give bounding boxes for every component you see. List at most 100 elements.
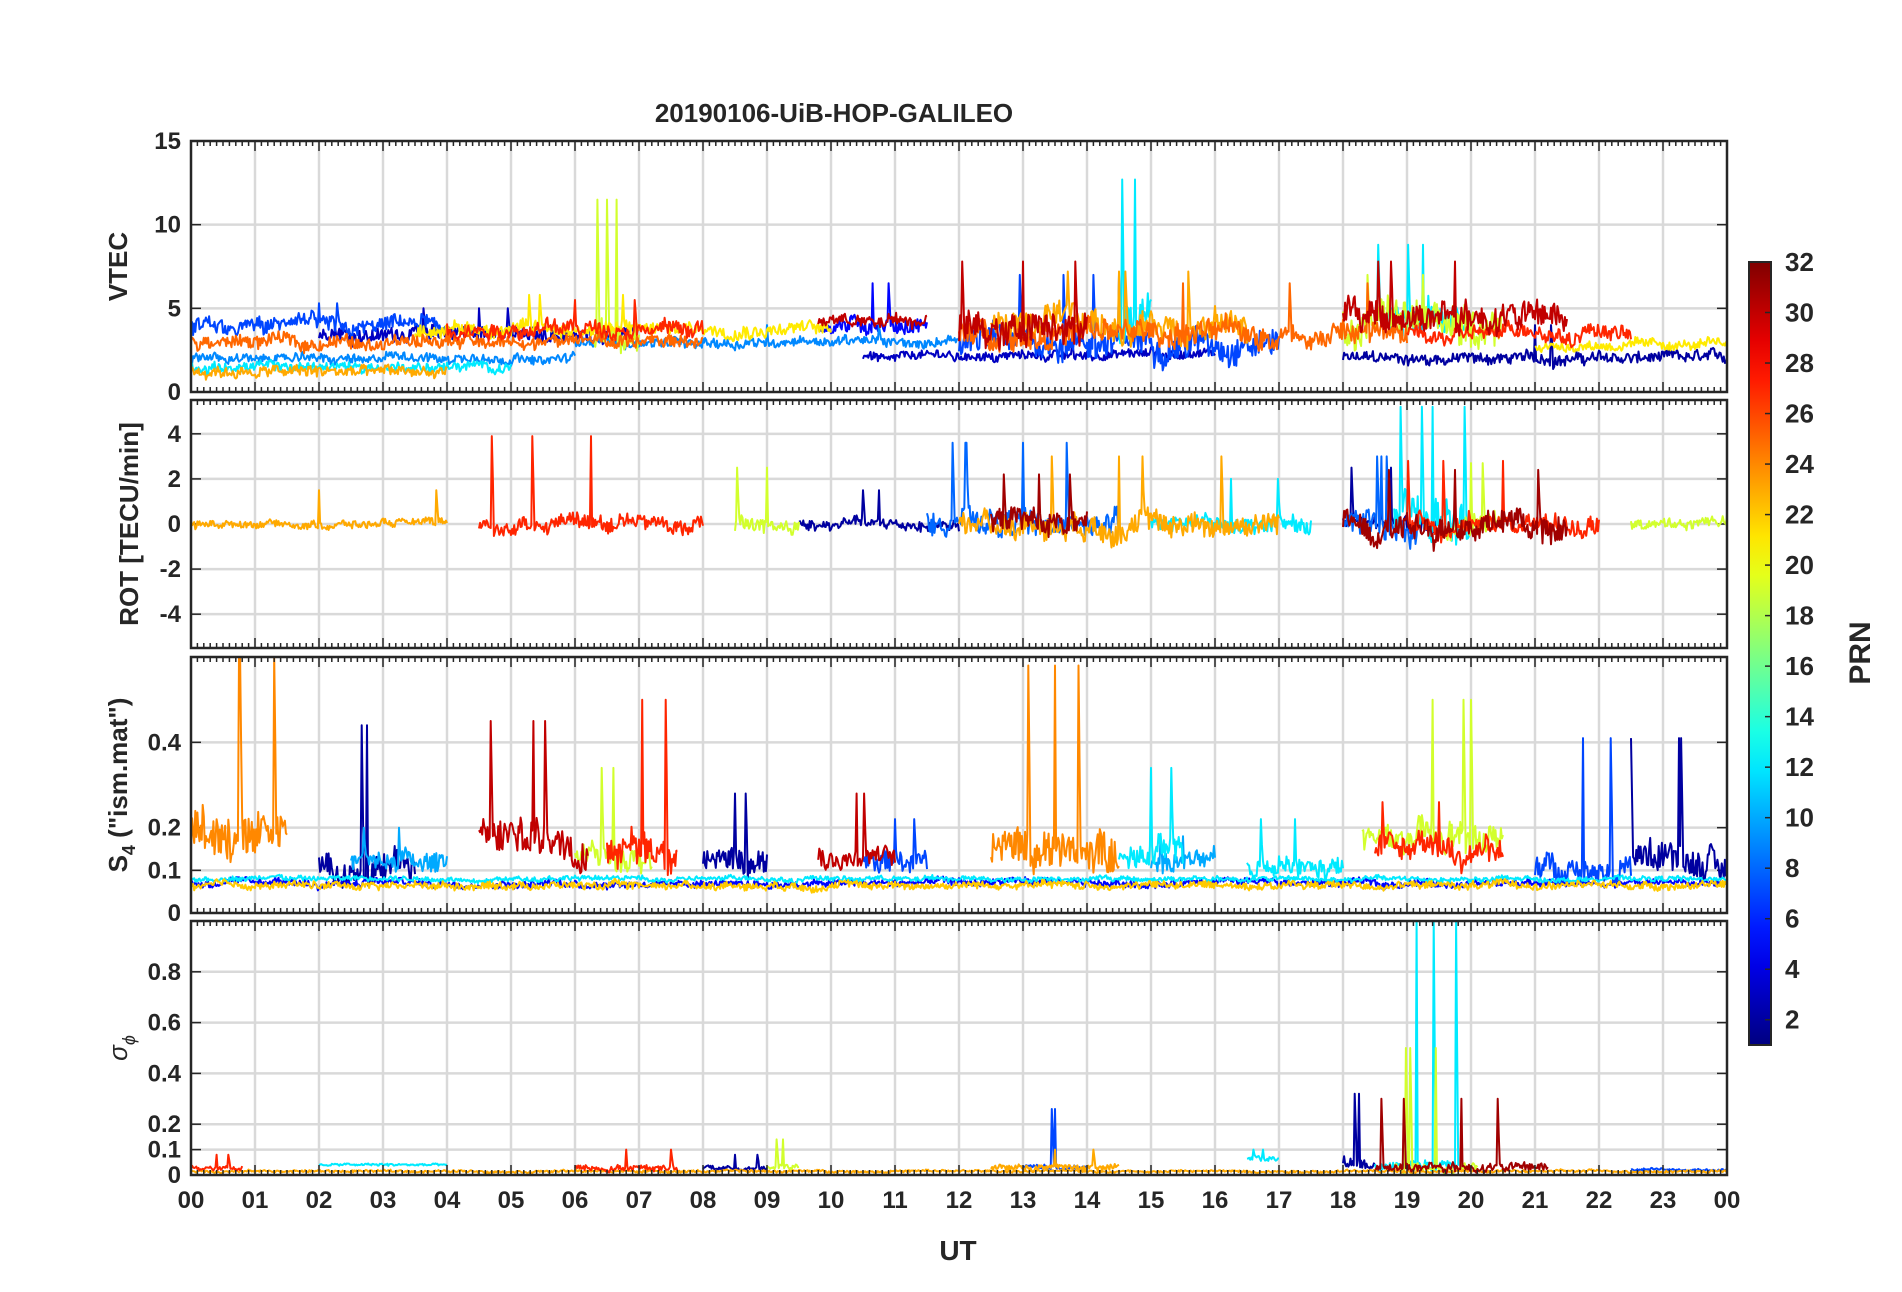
series-line-prn-31 <box>1374 1097 1549 1175</box>
colorbar-tick-label: 14 <box>1785 702 1814 732</box>
x-tick-label: 06 <box>562 1187 589 1214</box>
series-line-prn-10 <box>350 826 448 873</box>
axes-frame <box>189 398 1729 650</box>
y-tick-label: 10 <box>154 212 181 239</box>
x-tick-label: 04 <box>434 1187 461 1214</box>
x-tick-label: 01 <box>242 1187 269 1214</box>
y-axis-label: S4 ("ism.mat") <box>103 698 139 873</box>
colorbar-tick-label: 4 <box>1785 954 1800 984</box>
colorbar-tick-label: 26 <box>1785 399 1814 429</box>
series-line-prn-23 <box>990 270 1248 351</box>
x-tick-label: 16 <box>1202 1187 1229 1214</box>
y-axis-label: ROT [TECU/min] <box>114 422 144 626</box>
series-line-prn-2 <box>702 1153 768 1173</box>
y-axis-label-subscript: 4 <box>119 845 139 855</box>
x-tick-label: 19 <box>1394 1187 1421 1214</box>
x-tick-label: 10 <box>818 1187 845 1214</box>
x-tick-label: 03 <box>370 1187 397 1214</box>
series-line-prn-27 <box>478 435 704 537</box>
series-line-prn-2 <box>1630 737 1728 882</box>
x-tick-label: 13 <box>1010 1187 1037 1214</box>
x-tick-label: 23 <box>1650 1187 1677 1214</box>
colorbar-tick-label: 6 <box>1785 904 1799 934</box>
x-tick-label: 05 <box>498 1187 525 1214</box>
x-tick-label: 11 <box>882 1187 907 1214</box>
x-tick-label: 08 <box>690 1187 717 1214</box>
colorbar-tick-label: 20 <box>1785 550 1814 580</box>
series-line-prn-9 <box>574 324 960 352</box>
y-tick-label: 0 <box>168 379 181 406</box>
y-axis-label: VTEC <box>103 232 133 302</box>
series-line-prn-25 <box>958 282 1408 353</box>
y-tick-label: 0.4 <box>148 1060 182 1087</box>
panel-VTEC: 0 5 10 15 VTEC <box>103 128 1729 406</box>
series-line-prn-19 <box>766 1138 800 1172</box>
series-line-prn-31 <box>1342 468 1568 552</box>
y-tick-label: 0.4 <box>148 729 182 756</box>
y-tick-label: -4 <box>160 601 182 628</box>
x-tick-label: 07 <box>626 1187 653 1214</box>
colorbar-tick-label: 24 <box>1785 449 1814 479</box>
x-axis: 00 01 02 03 04 05 06 07 08 09 10 11 12 13 14 15 16 17 18 19… <box>178 1187 1741 1214</box>
y-tick-label: 2 <box>168 466 181 493</box>
series-line-prn-19 <box>1630 514 1728 532</box>
series-line-prn-31 <box>990 473 1088 539</box>
y-tick-label: -2 <box>160 556 181 583</box>
series-line-prn-27 <box>574 1148 679 1174</box>
panel-ROT: -4 -2 0 2 4 ROT [TECU/min] <box>114 398 1729 650</box>
x-tick-label: 21 <box>1522 1187 1549 1214</box>
panel-sigma_phi: 00.10.2 0.4 0.6 0.8 σϕ <box>103 919 1729 1189</box>
series-line-prn-30 <box>817 792 896 871</box>
colorbar-tick-label: 12 <box>1785 752 1814 782</box>
y-tick-label: 0.2 <box>148 815 181 842</box>
colorbar-tick-label: 2 <box>1785 1005 1799 1035</box>
colorbar-tick-label: 32 <box>1785 247 1814 277</box>
series-line-prn-19 <box>734 466 800 536</box>
colorbar-tick-label: 16 <box>1785 651 1814 681</box>
series-line-prn-19 <box>593 198 640 355</box>
series-line-prn-23 <box>990 1148 1120 1173</box>
series-line-prn-12 <box>1246 818 1344 881</box>
series-line-prn-2 <box>1342 324 1728 370</box>
y-tick-label: 0.1 <box>148 857 181 884</box>
y-tick-label: 5 <box>168 295 181 322</box>
series-line-prn-21 <box>1534 336 1728 353</box>
series-line-prn-7 <box>190 302 448 340</box>
y-tick-label: 0 <box>168 900 181 927</box>
series-line-prn-27 <box>190 1153 244 1172</box>
x-tick-label: 22 <box>1586 1187 1613 1214</box>
y-axis-label-main: S <box>103 855 133 872</box>
x-tick-label: 12 <box>946 1187 973 1214</box>
x-tick-label: 00 <box>1714 1187 1741 1214</box>
series-line-prn-12 <box>1118 766 1184 870</box>
figure-title: 20190106-UiB-HOP-GALILEO <box>655 98 1013 128</box>
y-tick-label: 0.2 <box>148 1111 181 1138</box>
colorbar-tick-label: 8 <box>1785 853 1799 883</box>
axes-frame <box>189 139 1729 394</box>
colorbar-label: PRN <box>1844 621 1877 684</box>
series-line-prn-30 <box>958 260 1088 351</box>
x-tick-label: 09 <box>754 1187 781 1214</box>
x-tick-label: 20 <box>1458 1187 1485 1214</box>
colorbar-tick-label: 10 <box>1785 803 1814 833</box>
series-line-prn-22 <box>190 877 1728 894</box>
y-axis-label-rest: ("ism.mat") <box>103 698 133 845</box>
x-axis-label: UT <box>939 1235 976 1266</box>
series-line-prn-23 <box>190 363 448 381</box>
series-line-prn-24 <box>990 664 1120 876</box>
y-tick-label: 0.8 <box>148 959 181 986</box>
colorbar-tick-label: 18 <box>1785 601 1814 631</box>
series-line-prn-21 <box>414 293 832 343</box>
x-tick-label: 17 <box>1266 1187 1293 1214</box>
series-line-prn-2 <box>1342 1092 1376 1170</box>
x-tick-label: 02 <box>306 1187 333 1214</box>
series-line-prn-5 <box>817 282 928 337</box>
series-line-prn-19 <box>1361 698 1504 858</box>
colorbar-tick-label: 28 <box>1785 348 1814 378</box>
y-tick-label: 0 <box>168 511 181 538</box>
panel-S4: 0 0.1 0.2 0.4 S4 ("ism.mat") <box>103 655 1729 927</box>
y-axis-label-subscript: ϕ <box>119 1035 139 1045</box>
x-tick-label: 00 <box>178 1187 205 1214</box>
